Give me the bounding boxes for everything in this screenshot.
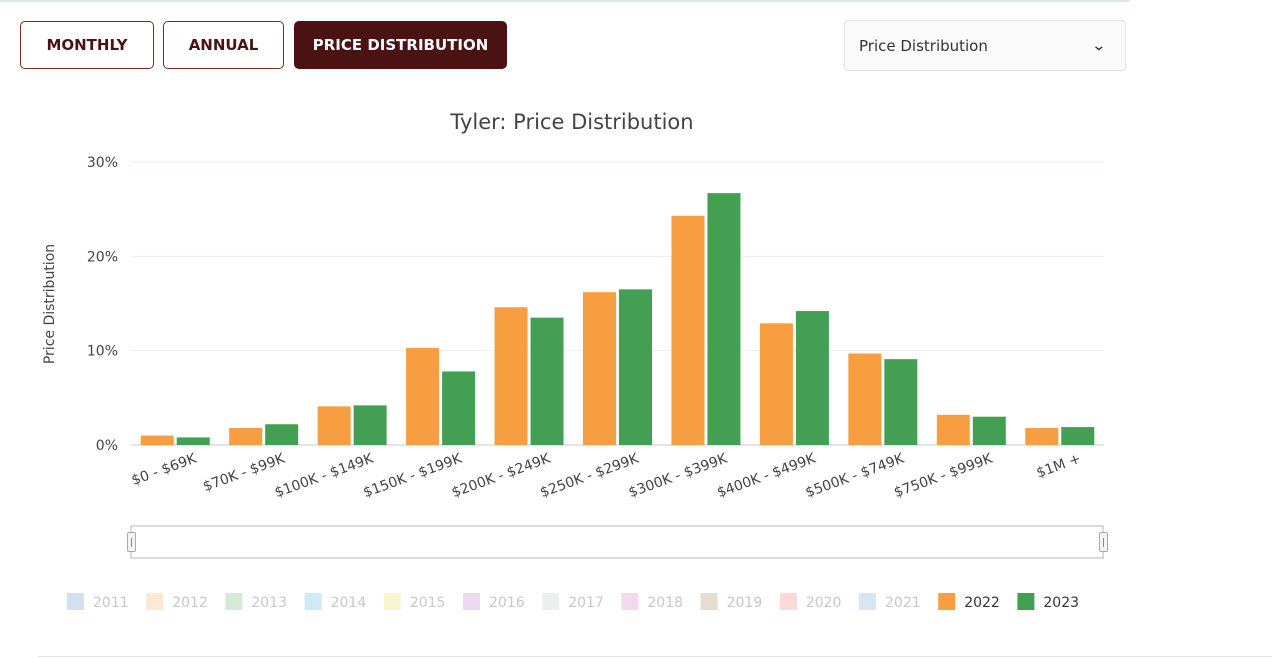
bar-2022-8[interactable] bbox=[848, 353, 882, 445]
chart-title: Tyler: Price Distribution bbox=[449, 110, 693, 134]
range-slider-track[interactable] bbox=[130, 525, 1104, 559]
legend-label: 2018 bbox=[647, 595, 683, 611]
x-tick-label: $750K - $999K bbox=[892, 450, 996, 501]
bar-2022-5[interactable] bbox=[583, 292, 616, 445]
legend-label: 2019 bbox=[727, 595, 763, 611]
chevron-down-icon: ⌄ bbox=[1091, 37, 1107, 54]
legend-item-2023[interactable]: 2023 bbox=[1017, 593, 1079, 611]
legend-swatch bbox=[1017, 593, 1035, 610]
y-tick-label: 20% bbox=[87, 249, 118, 265]
legend-label: 2020 bbox=[806, 595, 842, 611]
legend-item-2015[interactable]: 2015 bbox=[383, 593, 446, 611]
legend-label: 2017 bbox=[568, 595, 604, 611]
range-slider-left-handle[interactable] bbox=[127, 532, 136, 552]
legend-label: 2021 bbox=[885, 595, 921, 611]
bar-2023-10[interactable] bbox=[1061, 427, 1095, 445]
y-tick-label: 30% bbox=[87, 155, 118, 171]
legend-swatch bbox=[146, 593, 164, 610]
y-tick-label: 10% bbox=[87, 344, 118, 360]
bar-2022-4[interactable] bbox=[494, 307, 528, 445]
tab-monthly[interactable]: MONTHLY bbox=[20, 21, 154, 69]
legend-swatch bbox=[859, 593, 876, 610]
legend-label: 2022 bbox=[964, 595, 1000, 611]
legend-swatch bbox=[383, 593, 401, 610]
legend-label: 2013 bbox=[251, 595, 287, 611]
legend-item-2017[interactable]: 2017 bbox=[542, 593, 604, 611]
bar-2022-10[interactable] bbox=[1025, 428, 1059, 445]
tab-annual[interactable]: ANNUAL bbox=[163, 21, 284, 69]
dropdown-selected-value: Price Distribution bbox=[859, 36, 988, 55]
x-tick-label: $300K - $399K bbox=[627, 450, 731, 501]
chart-x-tick-labels: $0 - $69K $70K - $99K$100K - $149K$150K -… bbox=[130, 450, 1084, 501]
legend-item-2012[interactable]: 2012 bbox=[146, 593, 208, 611]
legend-swatch bbox=[542, 593, 560, 610]
bar-2023-2[interactable] bbox=[353, 405, 387, 445]
legend-swatch bbox=[304, 593, 322, 610]
x-tick-label: $200K - $249K bbox=[450, 450, 554, 501]
chart-gridlines bbox=[131, 161, 1104, 446]
legend-swatch bbox=[67, 593, 84, 610]
chart-legend: 2011 2012 2013 2014 2015 2016 2017 2018 2019 2020… bbox=[67, 593, 1079, 611]
legend-item-2019[interactable]: 2019 bbox=[700, 593, 763, 611]
bar-2023-3[interactable] bbox=[442, 371, 476, 445]
legend-item-2021[interactable]: 2021 bbox=[859, 593, 921, 611]
bar-2023-5[interactable] bbox=[619, 289, 652, 445]
legend-item-2020[interactable]: 2020 bbox=[779, 593, 842, 611]
legend-label: 2016 bbox=[489, 595, 525, 611]
tab-price-distribution[interactable]: PRICE DISTRIBUTION bbox=[294, 21, 507, 69]
x-tick-label: $400K - $499K bbox=[715, 450, 819, 501]
chart-type-dropdown[interactable]: Price Distribution ⌄ bbox=[844, 20, 1126, 71]
bar-2023-7[interactable] bbox=[795, 311, 829, 445]
top-border-strip bbox=[0, 0, 1130, 2]
bar-2022-2[interactable] bbox=[317, 406, 351, 445]
x-tick-label: $0 - $69K bbox=[130, 450, 200, 488]
bar-2022-6[interactable] bbox=[671, 215, 705, 445]
bar-2022-9[interactable] bbox=[936, 414, 970, 445]
legend-label: 2012 bbox=[172, 595, 208, 611]
bar-2022-0[interactable] bbox=[140, 435, 174, 445]
x-tick-label: $100K - $149K bbox=[273, 450, 377, 501]
legend-swatch bbox=[463, 593, 480, 610]
legend-item-2022[interactable]: 2022 bbox=[938, 593, 1000, 611]
bar-2023-6[interactable] bbox=[707, 193, 741, 445]
legend-item-2016[interactable]: 2016 bbox=[463, 593, 525, 611]
bottom-divider bbox=[38, 656, 1272, 657]
legend-swatch bbox=[225, 593, 243, 610]
legend-item-2013[interactable]: 2013 bbox=[225, 593, 287, 611]
legend-item-2011[interactable]: 2011 bbox=[67, 593, 129, 611]
legend-swatch bbox=[938, 593, 956, 610]
chart-bars bbox=[140, 193, 1095, 445]
legend-label: 2014 bbox=[331, 595, 367, 611]
x-tick-label: $1M + bbox=[1034, 451, 1083, 482]
bar-2023-8[interactable] bbox=[884, 359, 918, 445]
chart-y-axis-label: Price Distribution bbox=[42, 244, 58, 364]
bar-2023-9[interactable] bbox=[972, 416, 1006, 445]
x-tick-label: $250K - $299K bbox=[538, 450, 642, 501]
legend-label: 2015 bbox=[410, 595, 446, 611]
legend-item-2018[interactable]: 2018 bbox=[621, 593, 683, 611]
legend-label: 2011 bbox=[93, 595, 129, 611]
bar-2022-3[interactable] bbox=[406, 347, 440, 445]
bar-2022-7[interactable] bbox=[759, 323, 793, 445]
legend-swatch bbox=[621, 593, 639, 610]
bar-2023-1[interactable] bbox=[265, 424, 299, 445]
bar-2023-4[interactable] bbox=[530, 317, 564, 445]
bar-2022-1[interactable] bbox=[229, 428, 263, 445]
bar-2023-0[interactable] bbox=[176, 437, 210, 445]
x-tick-label: $500K - $749K bbox=[803, 450, 907, 501]
x-tick-label: $150K - $199K bbox=[361, 450, 465, 501]
legend-label: 2023 bbox=[1043, 595, 1079, 611]
y-tick-label: 0% bbox=[96, 438, 118, 454]
legend-swatch bbox=[779, 593, 797, 610]
legend-swatch bbox=[700, 593, 718, 610]
range-slider-right-handle[interactable] bbox=[1099, 532, 1108, 552]
chart-y-tick-labels: 0% 10% 20% 30% bbox=[87, 155, 118, 454]
legend-item-2014[interactable]: 2014 bbox=[304, 593, 367, 611]
